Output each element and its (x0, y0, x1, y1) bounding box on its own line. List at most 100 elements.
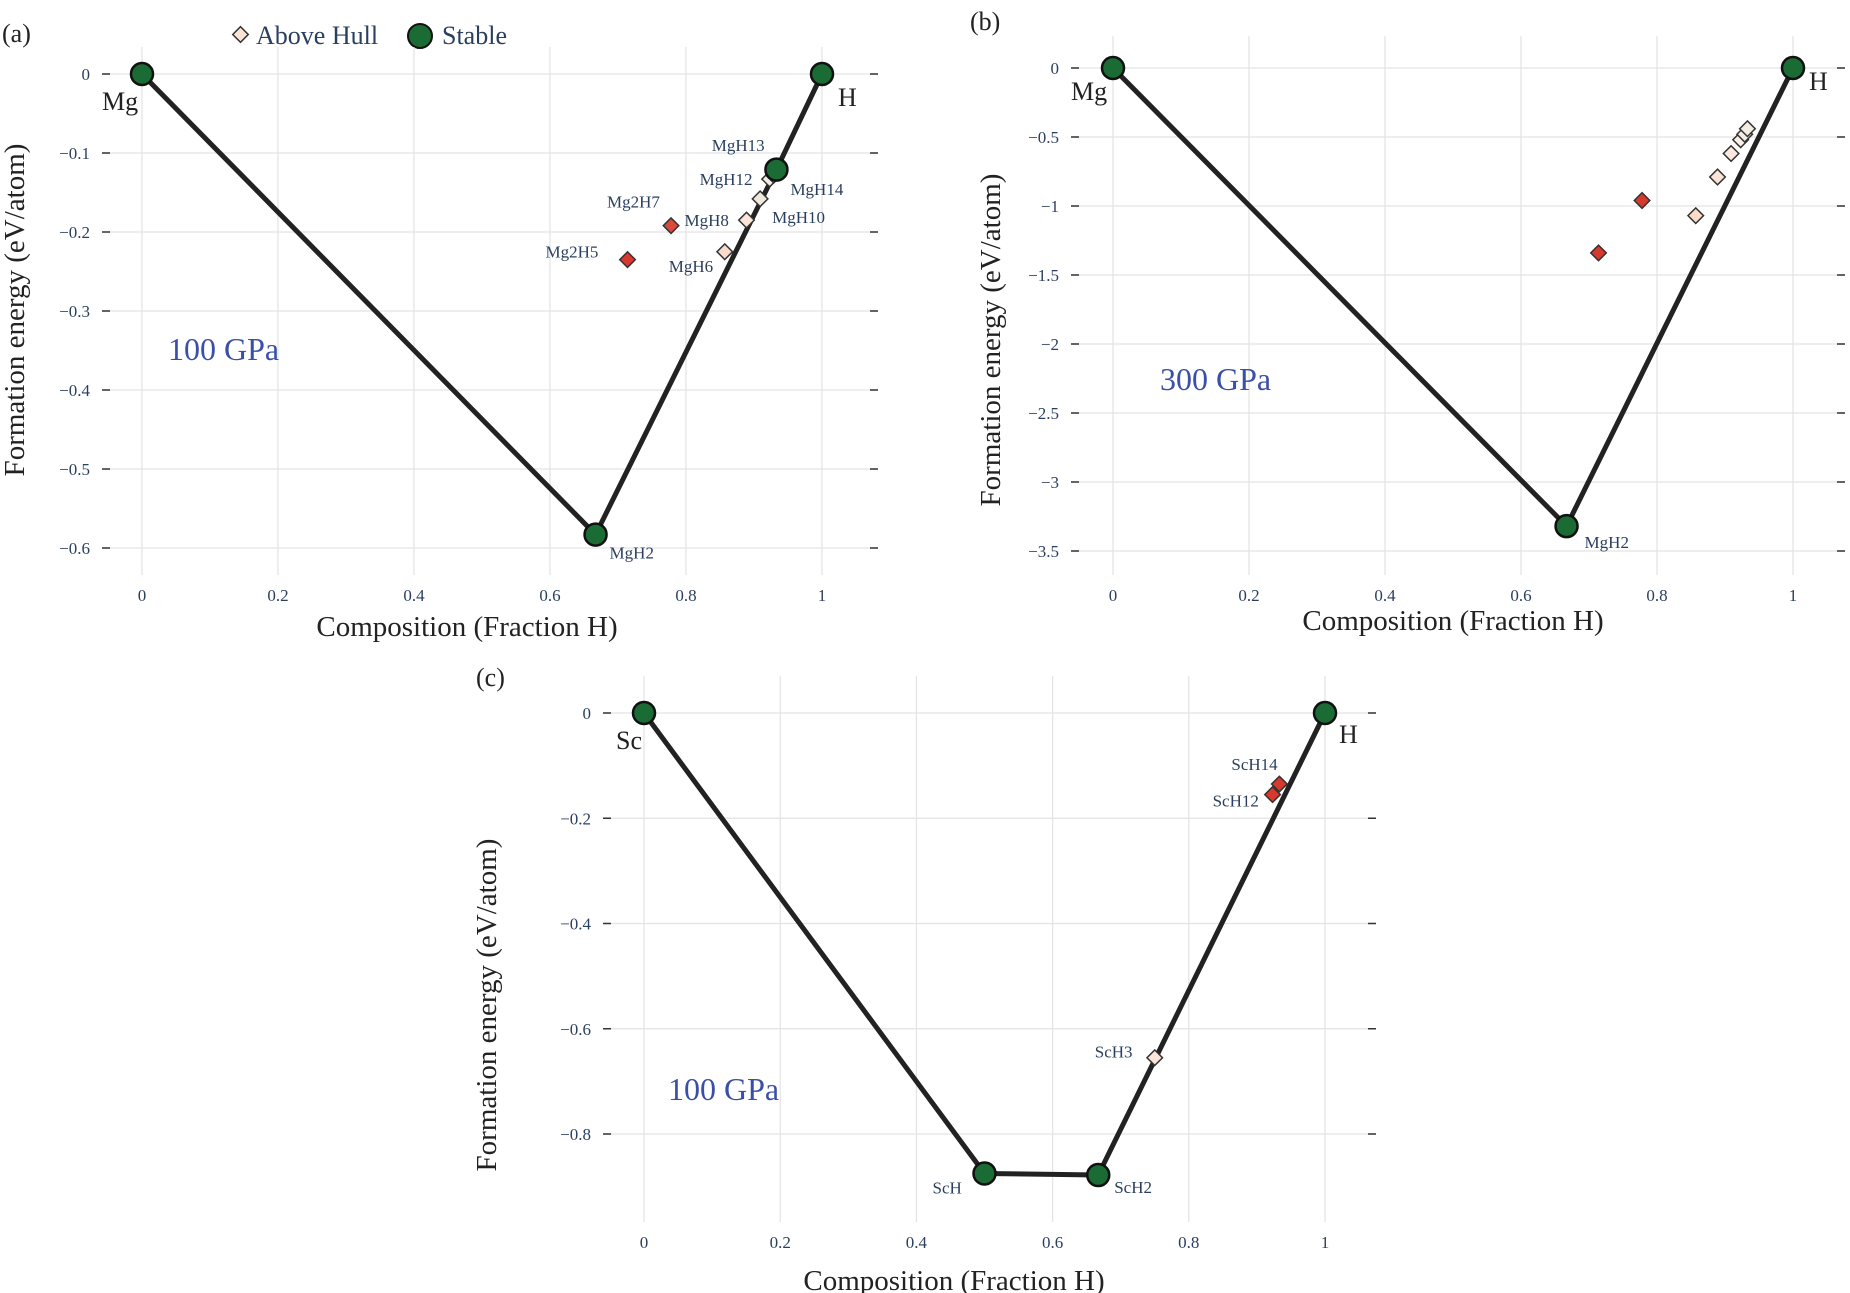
panel-label: (c) (476, 663, 505, 692)
point-label: MgH2 (610, 544, 654, 563)
x-tick-label: 1 (1321, 1233, 1330, 1252)
legend: Above Hull Stable (231, 21, 507, 50)
legend-stable-marker (407, 23, 433, 49)
above-hull-point (618, 250, 637, 269)
above-hull-point (1722, 144, 1740, 163)
point-label: ScH (933, 1178, 962, 1197)
convex-hull-line (641, 711, 1328, 1178)
stable-point (1100, 55, 1126, 81)
legend-above-hull-marker (231, 25, 250, 44)
above-hull-point (1633, 191, 1651, 210)
panel-label: (a) (2, 19, 31, 48)
x-tick-label: 0 (1109, 586, 1118, 605)
chart-panel-c: 0 0.2 0.4 0.6 0.8 1 0 −0.2 −0.4 −0.6 −0.8 Compositi… (471, 663, 1376, 1293)
chart-panel-a: 0 0.2 0.4 0.6 0.8 1 0 −0.1 −0.2 −0.3 −0.4 −0.5 −0.6 C… (0, 19, 878, 643)
y-tick-label: −0.2 (59, 223, 90, 242)
y-axis-label: Formation energy (eV/atom) (471, 839, 503, 1172)
x-tick-label: 0.6 (1042, 1233, 1063, 1252)
x-tick-label: 0.4 (403, 586, 425, 605)
x-tick-label: 0.2 (267, 586, 288, 605)
above-hull-point (1589, 244, 1608, 262)
y-tick-label: −0.5 (1028, 128, 1059, 147)
above-hull-point (662, 216, 680, 235)
x-tick-label: 0.2 (770, 1233, 791, 1252)
y-tick-label: 0 (82, 65, 91, 84)
y-tick-label: −0.8 (560, 1125, 591, 1144)
y-tick-label: −0.1 (59, 144, 90, 163)
stable-point (1312, 700, 1338, 726)
point-label: H (1809, 67, 1828, 96)
pressure-label: 300 GPa (1160, 361, 1271, 397)
above-hull-point (1686, 206, 1705, 225)
legend-stable-label: Stable (442, 21, 507, 50)
x-tick-label: 1 (1789, 586, 1798, 605)
chart-panel-b: 0 0.2 0.4 0.6 0.8 1 0 −0.5 −1 −1.5 −2 −2.5 −3 −3.5 Com… (970, 7, 1845, 637)
x-tick-label: 0.8 (1646, 586, 1667, 605)
y-axis-label: Formation energy (eV/atom) (0, 144, 31, 477)
point-label: ScH12 (1213, 792, 1259, 811)
pressure-label: 100 GPa (668, 1071, 779, 1107)
stable-point (764, 157, 789, 182)
point-label: H (838, 83, 857, 112)
above-hull-point (1270, 775, 1289, 793)
point-label: H (1339, 720, 1358, 749)
point-label: MgH8 (685, 211, 729, 230)
stable-point (583, 522, 608, 547)
y-tick-label: 0 (583, 704, 592, 723)
y-tick-label: −0.4 (59, 381, 90, 400)
x-tick-label: 0.6 (1510, 586, 1531, 605)
stable-point (1085, 1162, 1111, 1188)
stable-point (129, 61, 155, 87)
point-label: Mg2H5 (546, 243, 599, 262)
legend-above-hull-label: Above Hull (256, 21, 378, 50)
above-hull-point (1738, 119, 1757, 138)
point-label: MgH10 (772, 208, 825, 227)
x-tick-label: 0.4 (906, 1233, 928, 1252)
pressure-label: 100 GPa (168, 331, 279, 367)
point-label: ScH2 (1114, 1178, 1152, 1197)
y-tick-label: −1 (1041, 197, 1059, 216)
stable-point (631, 700, 657, 726)
stable-point (809, 61, 835, 87)
stable-point (1554, 513, 1579, 539)
above-hull-point (737, 211, 756, 229)
point-label: MgH12 (700, 170, 753, 189)
y-tick-label: −0.3 (59, 302, 90, 321)
above-hull-point (1263, 785, 1282, 804)
x-axis-label: Composition (Fraction H) (1302, 605, 1603, 637)
y-tick-label: −3.5 (1028, 542, 1059, 561)
x-axis-label: Composition (Fraction H) (803, 1265, 1104, 1293)
above-hull-point (1145, 1048, 1164, 1067)
point-label: MgH13 (712, 136, 765, 155)
y-tick-label: −1.5 (1028, 266, 1059, 285)
y-tick-label: −2.5 (1028, 404, 1059, 423)
point-label: MgH2 (1585, 533, 1629, 552)
x-tick-label: 0 (640, 1233, 649, 1252)
above-hull-point (751, 189, 769, 208)
point-label: Sc (616, 726, 642, 755)
point-label: MgH14 (790, 180, 843, 199)
point-label: Mg (102, 87, 138, 116)
x-tick-label: 0 (138, 586, 147, 605)
x-tick-label: 0.8 (1178, 1233, 1199, 1252)
point-label: ScH14 (1231, 755, 1278, 774)
x-tick-label: 0.2 (1238, 586, 1259, 605)
x-tick-label: 0.4 (1374, 586, 1396, 605)
y-axis-label: Formation energy (eV/atom) (975, 174, 1007, 507)
y-tick-label: 0 (1051, 59, 1060, 78)
stable-point (1780, 55, 1806, 81)
point-label: ScH3 (1095, 1043, 1133, 1062)
y-tick-label: −0.4 (560, 915, 591, 934)
point-label: Mg (1071, 77, 1107, 106)
panel-label: (b) (970, 7, 1000, 36)
stable-point (972, 1161, 997, 1186)
point-label: Mg2H7 (607, 193, 660, 212)
above-hull-point (715, 242, 734, 261)
x-tick-label: 1 (818, 586, 827, 605)
y-tick-label: −2 (1041, 335, 1059, 354)
y-tick-label: −0.6 (560, 1020, 591, 1039)
y-tick-label: −0.6 (59, 539, 90, 558)
y-tick-label: −0.5 (59, 460, 90, 479)
convex-hull-line (140, 72, 825, 538)
